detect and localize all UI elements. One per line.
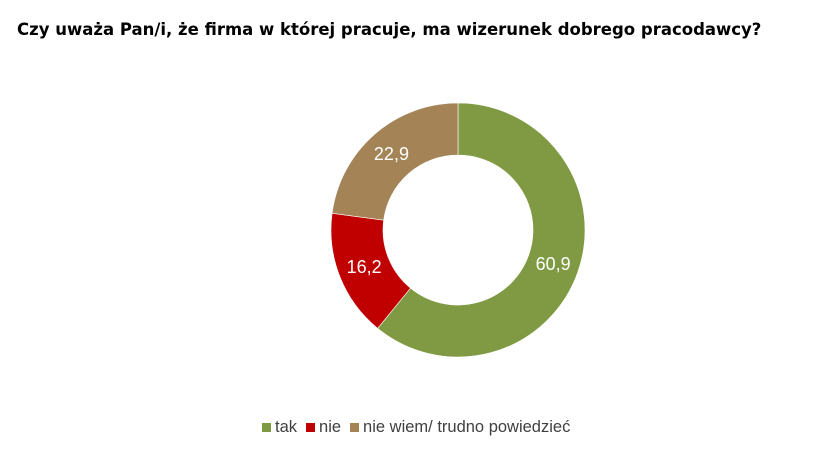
- data-label-tak: 60,9: [536, 254, 571, 274]
- data-labels: 60,9 16,2 22,9: [347, 144, 571, 277]
- data-label-nie: 16,2: [347, 257, 382, 277]
- legend-label: nie wiem/ trudno powiedzieć: [363, 418, 571, 436]
- legend-swatch: [262, 423, 271, 432]
- chart-title: Czy uważa Pan/i, że firma w której pracu…: [17, 20, 762, 39]
- slice-tak: [377, 102, 586, 358]
- legend-item-nie: nie: [306, 418, 341, 437]
- legend-label: tak: [275, 418, 298, 436]
- legend-label: nie: [319, 418, 342, 436]
- slice-nie-wiem-trudno-powiedzie: [331, 102, 459, 221]
- legend-item-nie-wiem-trudno-powiedzie: nie wiem/ trudno powiedzieć: [350, 418, 570, 437]
- legend-swatch: [306, 423, 316, 432]
- data-label-nie-wiem-trudno-powiedzie: 22,9: [374, 144, 409, 164]
- donut-slices: [330, 102, 586, 358]
- legend-swatch: [350, 423, 360, 432]
- legend-item-tak: tak: [262, 418, 297, 437]
- chart-legend: tak nie nie wiem/ trudno powiedzieć: [262, 418, 579, 437]
